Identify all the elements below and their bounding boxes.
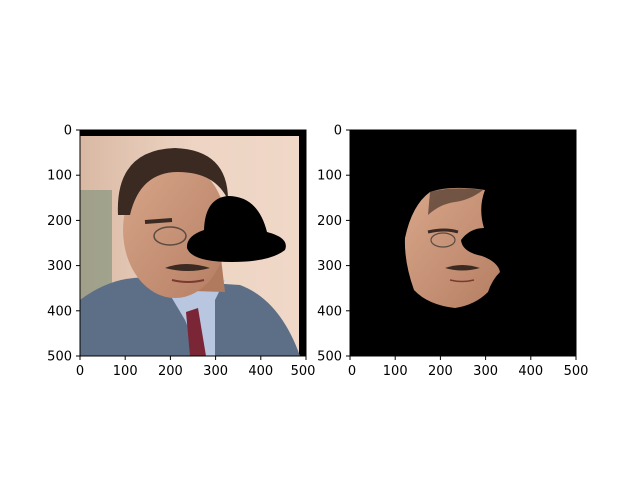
right-ytick-label: 100 (317, 169, 342, 184)
left-ytick-label: 300 (47, 259, 72, 274)
right-axes-frame (349, 129, 577, 357)
right-ytick-label: 400 (317, 304, 342, 319)
left-xtick-label: 500 (291, 364, 316, 379)
right-xtick-label: 500 (564, 364, 589, 379)
right-y-ticks (346, 129, 350, 357)
right-image (350, 130, 576, 356)
left-ytick-label: 100 (47, 169, 72, 184)
left-ytick-label: 0 (64, 124, 72, 139)
right-xtick-label: 200 (428, 364, 453, 379)
right-ytick-label: 200 (317, 214, 342, 229)
right-xtick-label: 400 (518, 364, 543, 379)
left-ytick-label: 400 (47, 304, 72, 319)
left-xtick-label: 100 (113, 364, 138, 379)
segmented-face (404, 187, 500, 308)
right-xtick-label: 300 (473, 364, 498, 379)
left-y-ticks (76, 129, 80, 357)
left-xtick-label: 300 (203, 364, 228, 379)
left-xtick-label: 400 (248, 364, 273, 379)
left-xtick-label: 200 (158, 364, 183, 379)
right-ytick-label: 500 (317, 350, 342, 365)
right-x-ticks (349, 356, 577, 360)
right-xtick-label: 0 (348, 364, 356, 379)
left-ytick-label: 500 (47, 350, 72, 365)
left-x-ticks (79, 356, 307, 360)
left-ytick-label: 200 (47, 214, 72, 229)
left-axes-frame (79, 129, 307, 357)
right-xtick-label: 100 (383, 364, 408, 379)
right-ytick-label: 300 (317, 259, 342, 274)
left-xtick-label: 0 (76, 364, 84, 379)
left-image (80, 130, 306, 356)
right-ytick-label: 0 (334, 124, 342, 139)
hat-occlusion (186, 196, 286, 262)
